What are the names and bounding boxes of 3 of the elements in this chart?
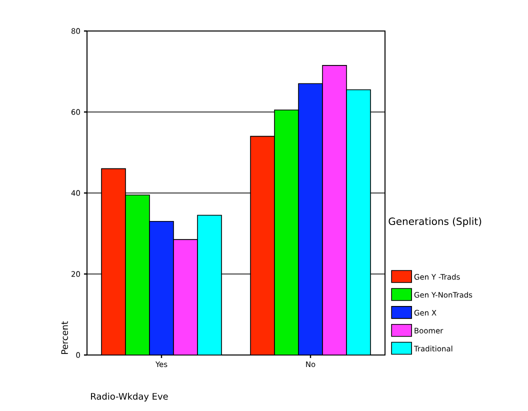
- y-axis-title: Percent: [61, 321, 68, 354]
- x-axis-title: Radio-Wkday Eve: [91, 392, 168, 402]
- legend-title: Generations (Split): [388, 217, 482, 227]
